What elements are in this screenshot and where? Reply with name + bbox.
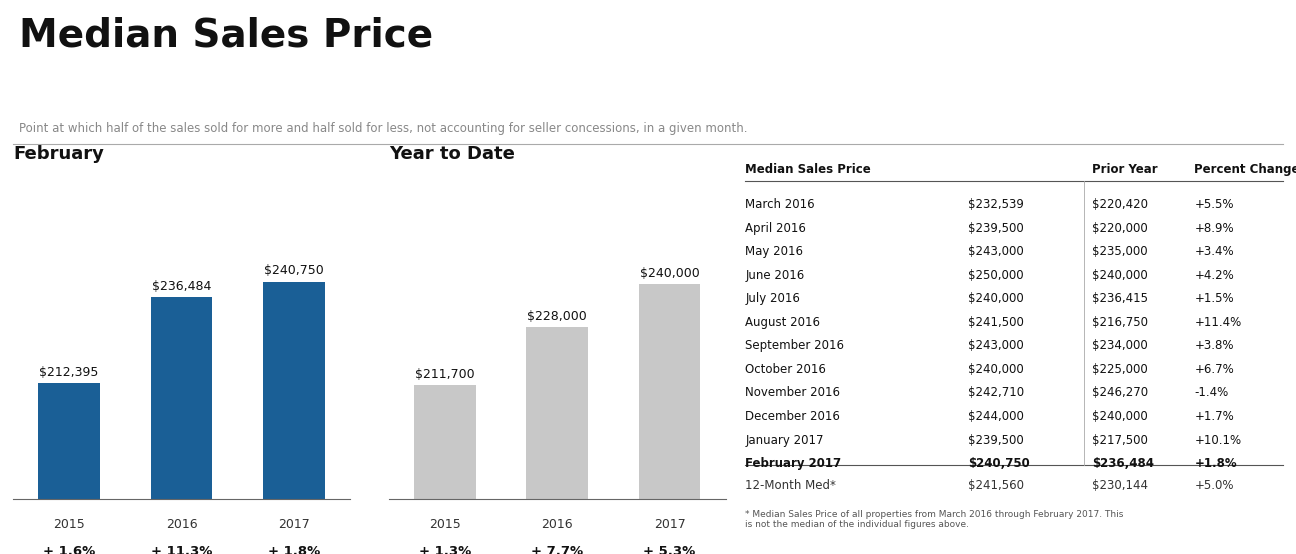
Bar bbox=[150, 297, 213, 554]
Text: $240,000: $240,000 bbox=[968, 293, 1024, 305]
Text: * Median Sales Price of all properties from March 2016 through February 2017. Th: * Median Sales Price of all properties f… bbox=[745, 510, 1124, 530]
Text: $241,500: $241,500 bbox=[968, 316, 1024, 329]
Text: $216,750: $216,750 bbox=[1093, 316, 1148, 329]
Text: $242,710: $242,710 bbox=[968, 387, 1025, 399]
Text: 2016: 2016 bbox=[166, 518, 197, 531]
Text: July 2016: July 2016 bbox=[745, 293, 800, 305]
Text: $236,484: $236,484 bbox=[152, 280, 211, 293]
Text: May 2016: May 2016 bbox=[745, 245, 804, 258]
Text: October 2016: October 2016 bbox=[745, 363, 826, 376]
Text: 2016: 2016 bbox=[542, 518, 573, 531]
Text: $220,000: $220,000 bbox=[1093, 222, 1148, 235]
Text: $220,420: $220,420 bbox=[1093, 198, 1148, 211]
Text: + 11.3%: + 11.3% bbox=[150, 545, 213, 554]
Text: $234,000: $234,000 bbox=[1093, 340, 1148, 352]
Text: March 2016: March 2016 bbox=[745, 198, 815, 211]
Text: +3.4%: +3.4% bbox=[1195, 245, 1234, 258]
Text: $239,500: $239,500 bbox=[968, 434, 1024, 447]
Text: $240,750: $240,750 bbox=[264, 264, 324, 278]
Text: 2015: 2015 bbox=[429, 518, 461, 531]
Text: $243,000: $243,000 bbox=[968, 340, 1024, 352]
Text: 2015: 2015 bbox=[53, 518, 86, 531]
Text: +3.8%: +3.8% bbox=[1195, 340, 1234, 352]
Text: $212,395: $212,395 bbox=[39, 366, 98, 378]
Text: $240,000: $240,000 bbox=[1093, 410, 1148, 423]
Text: 2017: 2017 bbox=[277, 518, 310, 531]
Text: $240,000: $240,000 bbox=[1093, 269, 1148, 282]
Text: -1.4%: -1.4% bbox=[1195, 387, 1229, 399]
Text: June 2016: June 2016 bbox=[745, 269, 805, 282]
Text: $240,000: $240,000 bbox=[640, 267, 700, 280]
Text: + 1.6%: + 1.6% bbox=[43, 545, 95, 554]
Text: +6.7%: +6.7% bbox=[1195, 363, 1234, 376]
Text: $225,000: $225,000 bbox=[1093, 363, 1148, 376]
Text: +5.0%: +5.0% bbox=[1195, 479, 1234, 493]
Text: 2017: 2017 bbox=[653, 518, 686, 531]
Text: September 2016: September 2016 bbox=[745, 340, 844, 352]
Text: December 2016: December 2016 bbox=[745, 410, 840, 423]
Text: January 2017: January 2017 bbox=[745, 434, 824, 447]
Bar bbox=[263, 282, 324, 554]
Text: April 2016: April 2016 bbox=[745, 222, 806, 235]
Text: + 1.3%: + 1.3% bbox=[419, 545, 470, 554]
Text: Year to Date: Year to Date bbox=[389, 145, 515, 163]
Text: $235,000: $235,000 bbox=[1093, 245, 1148, 258]
Text: 12-Month Med*: 12-Month Med* bbox=[745, 479, 836, 493]
Text: $232,539: $232,539 bbox=[968, 198, 1024, 211]
Text: $240,750: $240,750 bbox=[968, 457, 1030, 470]
Text: + 7.7%: + 7.7% bbox=[531, 545, 583, 554]
Text: Percent Change: Percent Change bbox=[1195, 163, 1296, 176]
Bar bbox=[39, 383, 100, 554]
Text: Median Sales Price: Median Sales Price bbox=[19, 17, 434, 55]
Text: $243,000: $243,000 bbox=[968, 245, 1024, 258]
Text: +4.2%: +4.2% bbox=[1195, 269, 1234, 282]
Text: $250,000: $250,000 bbox=[968, 269, 1024, 282]
Text: August 2016: August 2016 bbox=[745, 316, 820, 329]
Text: $211,700: $211,700 bbox=[415, 368, 474, 381]
Bar bbox=[639, 284, 701, 554]
Text: $244,000: $244,000 bbox=[968, 410, 1024, 423]
Text: +1.8%: +1.8% bbox=[1195, 457, 1236, 470]
Text: +8.9%: +8.9% bbox=[1195, 222, 1234, 235]
Text: +1.5%: +1.5% bbox=[1195, 293, 1234, 305]
Text: +5.5%: +5.5% bbox=[1195, 198, 1234, 211]
Bar bbox=[415, 386, 476, 554]
Text: $228,000: $228,000 bbox=[527, 310, 587, 323]
Text: $239,500: $239,500 bbox=[968, 222, 1024, 235]
Text: +11.4%: +11.4% bbox=[1195, 316, 1242, 329]
Text: February 2017: February 2017 bbox=[745, 457, 841, 470]
Text: + 5.3%: + 5.3% bbox=[644, 545, 696, 554]
Text: $241,560: $241,560 bbox=[968, 479, 1024, 493]
Text: Point at which half of the sales sold for more and half sold for less, not accou: Point at which half of the sales sold fo… bbox=[19, 122, 748, 135]
Bar bbox=[526, 327, 588, 554]
Text: $236,484: $236,484 bbox=[1093, 457, 1155, 470]
Text: Prior Year: Prior Year bbox=[1093, 163, 1157, 176]
Text: + 1.8%: + 1.8% bbox=[268, 545, 320, 554]
Text: +1.7%: +1.7% bbox=[1195, 410, 1234, 423]
Text: $246,270: $246,270 bbox=[1093, 387, 1148, 399]
Text: $230,144: $230,144 bbox=[1093, 479, 1148, 493]
Text: +10.1%: +10.1% bbox=[1195, 434, 1242, 447]
Text: Median Sales Price: Median Sales Price bbox=[745, 163, 871, 176]
Text: November 2016: November 2016 bbox=[745, 387, 840, 399]
Text: $240,000: $240,000 bbox=[968, 363, 1024, 376]
Text: $236,415: $236,415 bbox=[1093, 293, 1148, 305]
Text: February: February bbox=[13, 145, 104, 163]
Text: $217,500: $217,500 bbox=[1093, 434, 1148, 447]
